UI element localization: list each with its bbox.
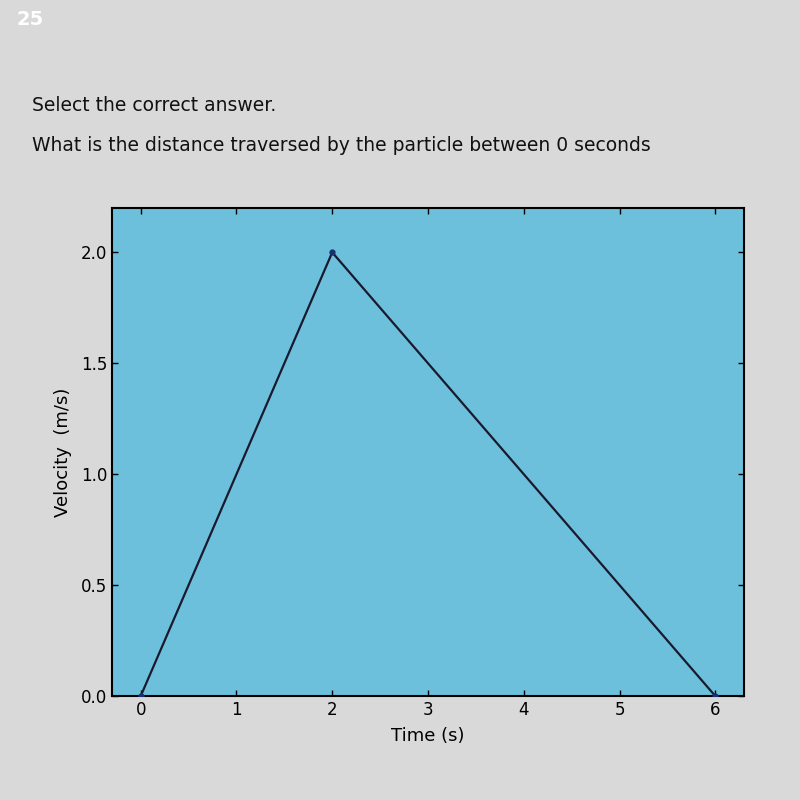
- Y-axis label: Velocity  (m/s): Velocity (m/s): [54, 387, 73, 517]
- Text: Select the correct answer.: Select the correct answer.: [32, 96, 276, 115]
- X-axis label: Time (s): Time (s): [391, 727, 465, 745]
- Text: What is the distance traversed by the particle between 0 seconds: What is the distance traversed by the pa…: [32, 136, 650, 155]
- Text: 25: 25: [16, 10, 44, 30]
